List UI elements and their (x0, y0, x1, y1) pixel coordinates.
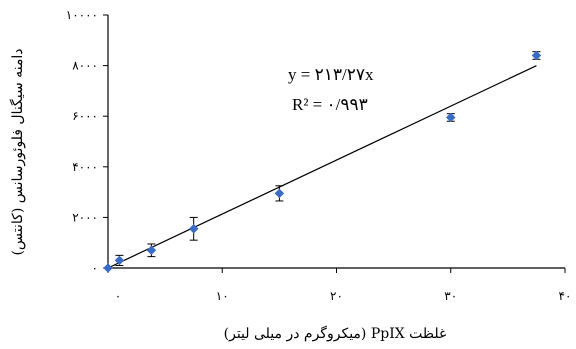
axes (107, 15, 565, 269)
equation-label: y = ۲۱۳/۲۷x (288, 65, 374, 84)
fit-line-group (107, 65, 537, 269)
data-point (188, 223, 199, 234)
data-point (146, 245, 157, 256)
x-axis-ticks: ۰ ۱۰ ۲۰ ۳۰ ۴۰ (107, 268, 572, 303)
y-axis-title: دامنه سیگنال فلوئورسانس (کانتس) (9, 48, 26, 255)
y-tick-label: ۴۰۰۰ (72, 160, 98, 174)
y-tick-label: ۱۰۰۰۰ (66, 8, 98, 22)
data-point (445, 112, 456, 123)
x-tick-label: ۱۰ (216, 289, 229, 303)
y-tick-label: ۸۰۰۰ (72, 59, 98, 73)
data-point (531, 50, 542, 61)
y-tick-label: ۶۰۰۰ (72, 109, 98, 123)
x-tick-label: ۲۰ (330, 289, 343, 303)
data-points (103, 50, 542, 273)
x-tick-label: ۴۰ (559, 289, 572, 303)
x-axis-title: غلظت PpIX (میکروگرم در میلی لیتر) (224, 325, 447, 342)
data-point (103, 263, 113, 273)
y-axis-ticks: ۰ ۲۰۰۰ ۴۰۰۰ ۶۰۰۰ ۸۰۰۰ ۱۰۰۰۰ (66, 8, 108, 275)
y-tick-label: ۰ (92, 261, 98, 275)
x-tick-label: ۰ (115, 289, 121, 303)
fit-line (107, 65, 537, 269)
data-point (274, 188, 285, 199)
y-tick-label: ۲۰۰۰ (72, 210, 98, 224)
x-tick-label: ۳۰ (444, 289, 457, 303)
r-squared-label: R² = ۰/۹۹۳ (292, 95, 368, 114)
data-point (114, 255, 125, 266)
